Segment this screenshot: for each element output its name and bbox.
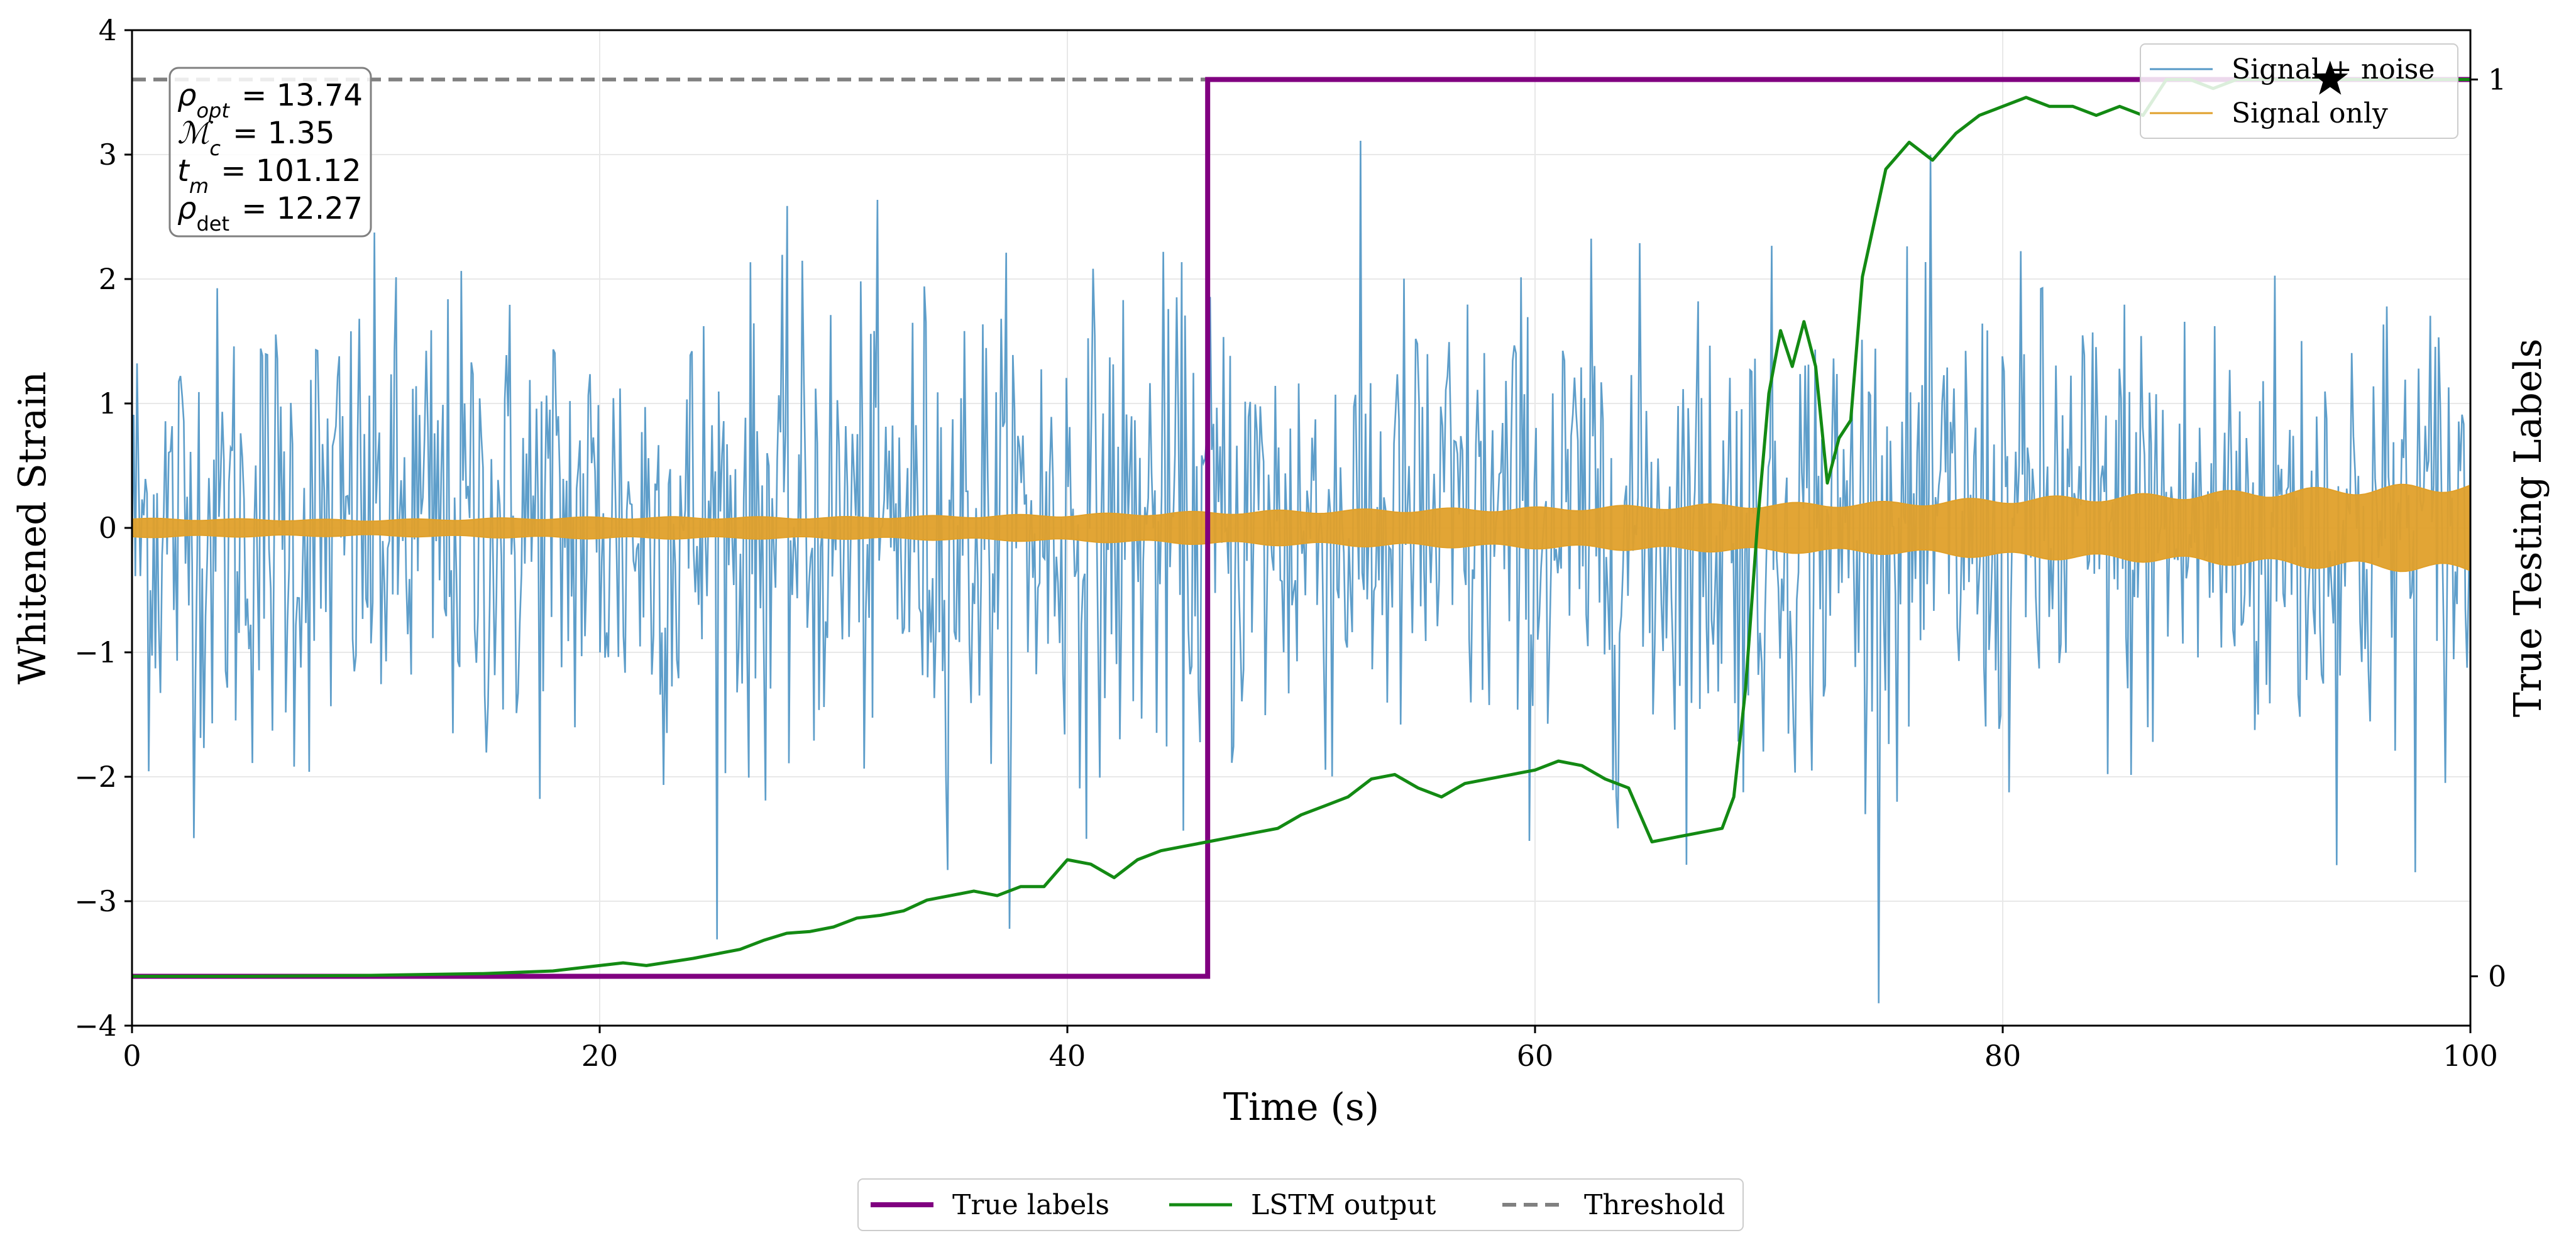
y-tick-label: 2 — [99, 262, 117, 296]
y-tick-label: 4 — [99, 13, 117, 47]
star-marker-layer — [2312, 60, 2348, 95]
y-tick-label: −3 — [74, 884, 117, 918]
legend-top-right: Signal + noise Signal only — [2140, 43, 2458, 139]
annotation-t-merge: tm = 101.12 — [177, 153, 361, 198]
x-tick-label: 60 — [1517, 1039, 1554, 1073]
x-tick-label: 40 — [1049, 1039, 1086, 1073]
chirp-mass-symbol: ℳ — [177, 116, 214, 151]
t-merge-symbol: t — [177, 153, 190, 189]
y-right-tick-label: 0 — [2488, 960, 2506, 994]
plot-area — [132, 77, 2470, 1004]
rho-det-value: 12.27 — [277, 191, 363, 226]
legend-label-lstm-output: LSTM output — [1251, 1189, 1436, 1221]
annotation-box — [168, 67, 372, 238]
y-tick-label: 0 — [99, 511, 117, 545]
chirp-mass-sub: c — [209, 136, 221, 160]
t-merge-sub: m — [189, 174, 209, 198]
rho-opt-symbol: ρ — [177, 78, 196, 113]
rho-opt-sub: opt — [196, 99, 230, 123]
t-merge-value: 101.12 — [256, 153, 361, 189]
y-axis-right-label: True Testing Labels — [2506, 339, 2550, 718]
x-tick-label: 100 — [2443, 1039, 2498, 1073]
y-tick-label: −2 — [74, 760, 117, 794]
series-lstm-output — [132, 78, 2470, 978]
x-tick-label: 20 — [581, 1039, 619, 1073]
y-right-tick-label: 1 — [2488, 62, 2506, 96]
rho-det-symbol: ρ — [177, 191, 196, 226]
legend-label-true-labels: True labels — [952, 1189, 1109, 1221]
x-tick-label: 80 — [1984, 1039, 2022, 1073]
series-true-labels — [132, 77, 2470, 979]
y-axis-label: Whitened Strain — [11, 371, 55, 684]
series-signal-only — [132, 483, 2470, 573]
y-tick-label: −4 — [74, 1009, 117, 1043]
x-axis-label: Time (s) — [1223, 1085, 1379, 1129]
y-tick-label: 3 — [99, 138, 117, 172]
rho-opt-value: 13.74 — [277, 78, 363, 113]
chirp-mass-value: 1.35 — [268, 116, 335, 151]
legend-label-threshold: Threshold — [1584, 1189, 1725, 1221]
annotation-chirp-mass: ℳc = 1.35 — [177, 116, 335, 160]
legend-bottom-box — [857, 1178, 1744, 1231]
rho-det-sub: det — [196, 212, 229, 236]
legend-label-signal-only: Signal only — [2232, 97, 2388, 129]
legend-top-box — [2140, 43, 2458, 139]
star-marker — [2312, 60, 2348, 95]
y-tick-label: −1 — [74, 635, 117, 669]
y-tick-label: 1 — [99, 387, 117, 420]
legend-bottom: True labels LSTM output Threshold — [857, 1178, 1744, 1231]
annotation-rho-opt: ρopt = 13.74 — [177, 78, 363, 123]
x-tick-label: 0 — [123, 1039, 141, 1073]
parameter-annotation-box: ρopt = 13.74 ℳc = 1.35 tm = 101.12 ρdet … — [168, 67, 372, 238]
annotation-rho-det: ρdet = 12.27 — [177, 191, 363, 236]
